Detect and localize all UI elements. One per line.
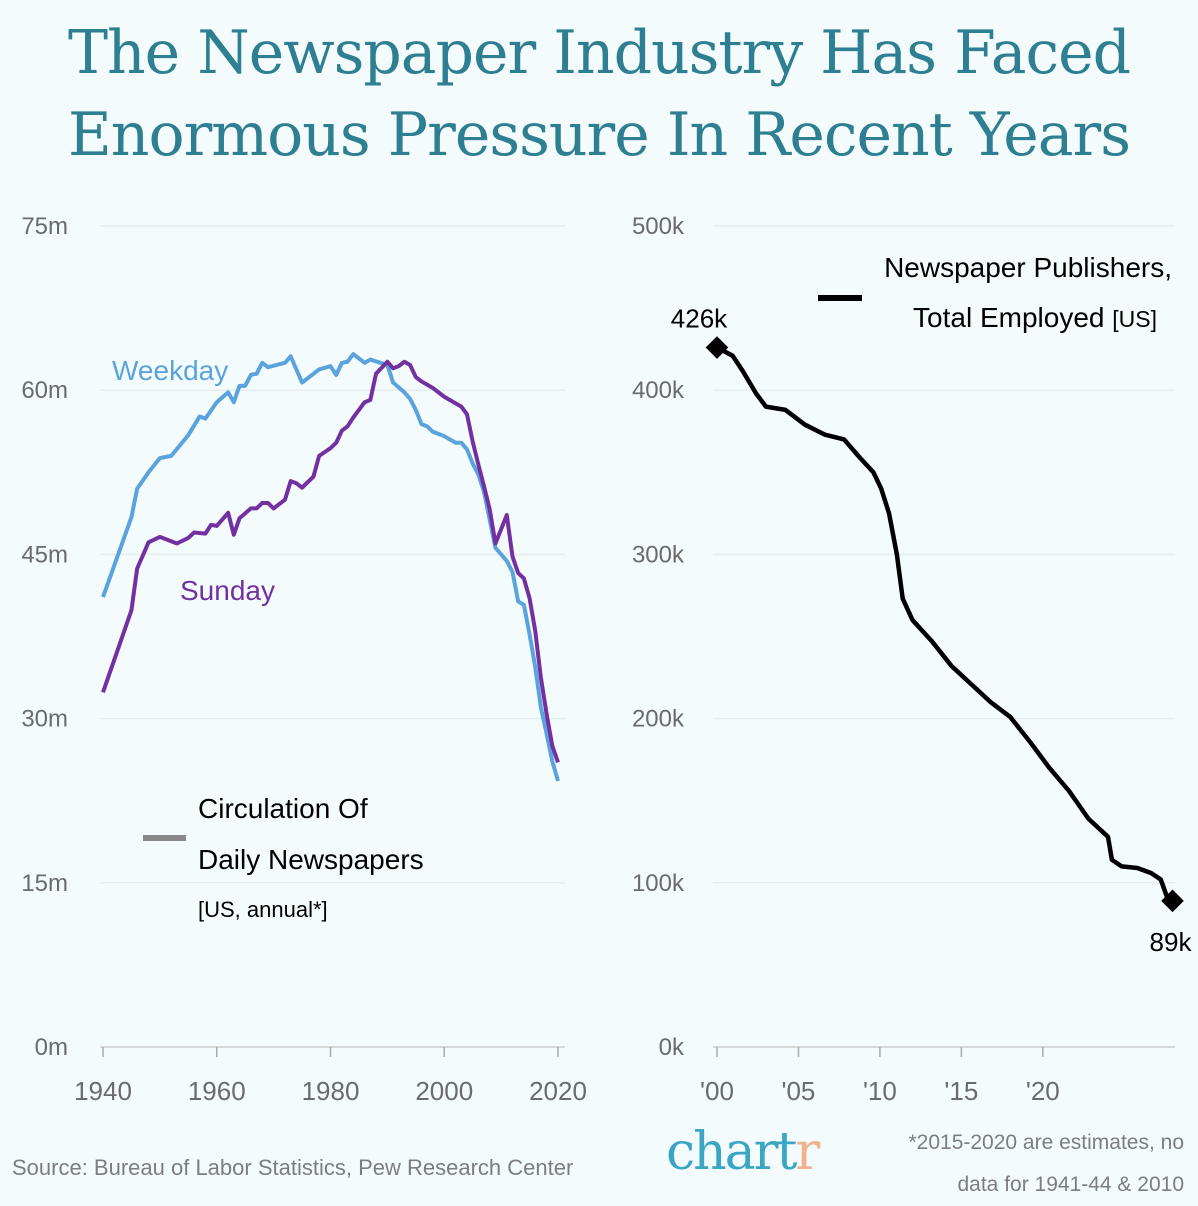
start-marker — [705, 336, 729, 359]
x-tick-label: '00 — [700, 1076, 734, 1106]
y-tick-label: 0m — [35, 1034, 68, 1061]
y-tick-label: 75m — [21, 213, 68, 240]
legend-line-2: Daily Newspapers — [198, 844, 424, 875]
chartr-logo: chartr — [666, 1122, 820, 1182]
x-tick-label: '15 — [944, 1076, 978, 1106]
legend-line-1: Circulation Of — [198, 793, 368, 824]
x-tick-label: '05 — [782, 1076, 816, 1106]
x-tick-label: 1980 — [302, 1076, 360, 1106]
y-tick-label: 0k — [659, 1034, 685, 1061]
x-tick-label: 1960 — [188, 1076, 246, 1106]
series-line-sunday — [101, 359, 560, 764]
y-tick-label: 30m — [21, 706, 68, 733]
y-tick-label: 100k — [632, 870, 685, 897]
x-tick-label: 2000 — [415, 1076, 473, 1106]
legend-right-line-1: Newspaper Publishers, — [884, 252, 1172, 283]
series-label-weekday: Weekday — [112, 355, 228, 386]
logo-accent: r — [795, 1122, 820, 1182]
series-line-employment — [715, 345, 1174, 903]
y-tick-label: 300k — [632, 541, 685, 568]
start-annotation: 426k — [671, 304, 728, 334]
end-annotation: 89k — [1150, 927, 1193, 957]
y-tick-label: 500k — [632, 213, 685, 240]
legend-right-line-2: Total Employed [US] — [913, 302, 1157, 333]
footnote: *2015-2020 are estimates, no data for 194… — [908, 1122, 1184, 1206]
y-tick-label: 45m — [21, 541, 68, 568]
legend-line-3: [US, annual*] — [198, 897, 328, 922]
note-line-2: data for 1941-44 & 2010 — [957, 1173, 1184, 1196]
y-tick-label: 15m — [21, 870, 68, 897]
x-tick-label: 2020 — [529, 1076, 587, 1106]
y-tick-label: 200k — [632, 706, 685, 733]
series-line-weekday — [101, 352, 560, 782]
logo-main: chart — [666, 1122, 797, 1182]
source-text: Source: Bureau of Labor Statistics, Pew … — [12, 1155, 574, 1180]
y-tick-label: 400k — [632, 377, 685, 404]
note-line-1: *2015-2020 are estimates, no — [908, 1131, 1184, 1154]
page-title: The Newspaper Industry Has Faced Enormou… — [67, 18, 1131, 170]
series-label-sunday: Sunday — [180, 575, 275, 606]
x-tick-label: '10 — [863, 1076, 897, 1106]
x-tick-label: 1940 — [74, 1076, 132, 1106]
end-marker — [1161, 889, 1184, 913]
x-tick-label: '20 — [1026, 1076, 1060, 1106]
y-tick-label: 60m — [21, 377, 68, 404]
